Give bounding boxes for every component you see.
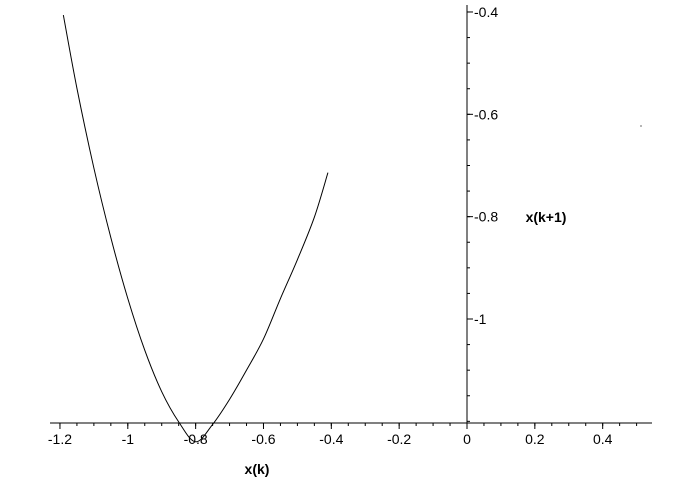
x-axis-label: x(k) bbox=[245, 461, 270, 477]
x-tick-label: -0.4 bbox=[319, 431, 343, 447]
stray-dot bbox=[640, 125, 642, 127]
y-tick-label: -1 bbox=[474, 311, 487, 327]
x-tick-label: -1 bbox=[122, 431, 135, 447]
series-line bbox=[62, 14, 329, 443]
x-tick-label: -1.2 bbox=[48, 431, 72, 447]
x-tick-label: 0.2 bbox=[525, 431, 545, 447]
x-tick-label: 0.4 bbox=[593, 431, 613, 447]
y-tick-label: -0.4 bbox=[474, 4, 498, 20]
x-tick-label: -0.8 bbox=[184, 431, 208, 447]
y-tick-label: -0.6 bbox=[474, 106, 498, 122]
x-axis: -1.2 -1 -0.8 -0.6 -0.4 -0.2 0 0.2 0.4 bbox=[48, 422, 652, 447]
y-tick-label: -0.8 bbox=[474, 209, 498, 225]
x-tick-label: -0.2 bbox=[387, 431, 411, 447]
x-tick-label: -0.6 bbox=[251, 431, 275, 447]
y-axis-label: x(k+1) bbox=[526, 209, 567, 225]
series-group bbox=[62, 14, 329, 443]
x-tick-label: 0 bbox=[463, 431, 471, 447]
y-axis: -0.4 -0.6 -0.8 -1 bbox=[466, 4, 498, 423]
